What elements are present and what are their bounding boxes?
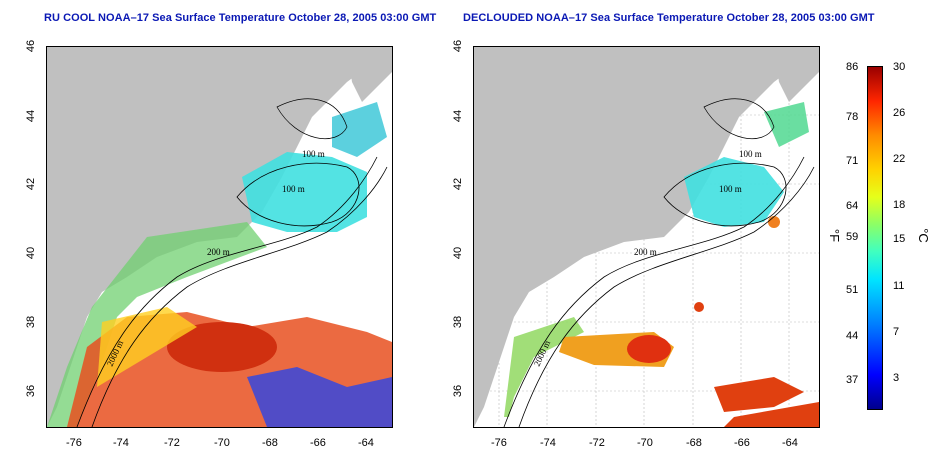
contour-label: 100 m (282, 184, 305, 194)
gulf-of-maine-water (764, 102, 809, 147)
fahrenheit-tick: 71 (846, 155, 859, 167)
celsius-tick: 18 (893, 199, 906, 211)
x-tick-label: -72 (589, 437, 605, 449)
x-tick-label: -64 (358, 437, 374, 449)
y-tick-label: 38 (452, 315, 464, 329)
y-tick-label: 44 (25, 109, 37, 123)
x-tick-label: -68 (686, 437, 702, 449)
fahrenheit-unit-label: °F (827, 228, 843, 243)
fahrenheit-tick: 86 (846, 61, 859, 73)
celsius-tick: 15 (893, 233, 906, 245)
bathymetry-contour (276, 98, 348, 140)
bathymetry-contour (518, 166, 815, 427)
y-tick-label: 38 (25, 315, 37, 329)
land-mass (474, 47, 809, 427)
bathymetry-contour (703, 98, 775, 140)
warm-blob (694, 302, 704, 312)
x-tick-label: -74 (113, 437, 129, 449)
left-sst-map: 100 m 100 m 200 m 2000 m (46, 46, 393, 428)
x-tick-label: -76 (491, 437, 507, 449)
shelf-green-band (504, 317, 584, 417)
celsius-tick: 3 (893, 372, 900, 384)
gulf-stream-warm (724, 402, 819, 427)
georges-bank-water (684, 157, 784, 227)
x-tick-label: -72 (164, 437, 180, 449)
nova-scotia-land (347, 47, 392, 102)
warm-core-center (627, 335, 671, 363)
contour-label: 200 m (634, 247, 657, 257)
bathymetry-contour (76, 156, 378, 427)
y-tick-label: 46 (452, 39, 464, 53)
x-tick-label: -70 (637, 437, 653, 449)
nova-scotia-land (774, 47, 819, 102)
celsius-tick: 30 (893, 61, 906, 73)
celsius-tick: 26 (893, 107, 906, 119)
gulf-of-maine-water (332, 102, 387, 157)
x-tick-label: -70 (214, 437, 230, 449)
bathymetry-contour (91, 166, 388, 427)
x-tick-label: -74 (540, 437, 556, 449)
gulf-stream-warm (714, 377, 804, 412)
contour-label: 100 m (719, 184, 742, 194)
gulf-stream-yellow (97, 307, 197, 387)
y-tick-label: 36 (25, 384, 37, 398)
celsius-tick: 11 (893, 280, 905, 292)
warm-core-eddy (167, 322, 277, 372)
contour-label: 100 m (739, 149, 762, 159)
contour-label: 200 m (207, 247, 230, 257)
left-panel-title: RU COOL NOAA–17 Sea Surface Temperature … (44, 12, 437, 24)
y-tick-label: 42 (25, 177, 37, 191)
contour-label: 100 m (302, 149, 325, 159)
right-panel-title: DECLOUDED NOAA–17 Sea Surface Temperatur… (463, 12, 875, 24)
x-tick-label: -76 (66, 437, 82, 449)
shelf-green-band (47, 222, 267, 427)
bathymetry-contour (663, 162, 787, 227)
bathymetry-contour (503, 156, 805, 427)
right-sst-map: 100 m 100 m 200 m 2000 m (473, 46, 820, 428)
x-tick-label: -66 (310, 437, 326, 449)
celsius-tick: 22 (893, 153, 906, 165)
y-tick-label: 44 (452, 109, 464, 123)
warm-blob (768, 216, 780, 228)
fahrenheit-tick: 64 (846, 200, 859, 212)
fahrenheit-tick: 44 (846, 330, 859, 342)
temperature-colorbar (867, 66, 883, 410)
fahrenheit-tick: 51 (846, 284, 859, 296)
y-tick-label: 40 (25, 246, 37, 260)
y-tick-label: 40 (452, 246, 464, 260)
fahrenheit-tick: 37 (846, 374, 859, 386)
x-tick-label: -64 (782, 437, 798, 449)
bathymetry-contour (236, 162, 360, 227)
cold-patches (247, 367, 392, 427)
fahrenheit-tick: 78 (846, 111, 859, 123)
x-tick-label: -68 (262, 437, 278, 449)
fahrenheit-tick: 59 (846, 231, 859, 243)
y-tick-label: 36 (452, 384, 464, 398)
y-tick-label: 42 (452, 177, 464, 191)
celsius-tick: 7 (893, 326, 900, 338)
x-tick-label: -66 (734, 437, 750, 449)
celsius-unit-label: °C (915, 228, 931, 243)
y-tick-label: 46 (25, 39, 37, 53)
